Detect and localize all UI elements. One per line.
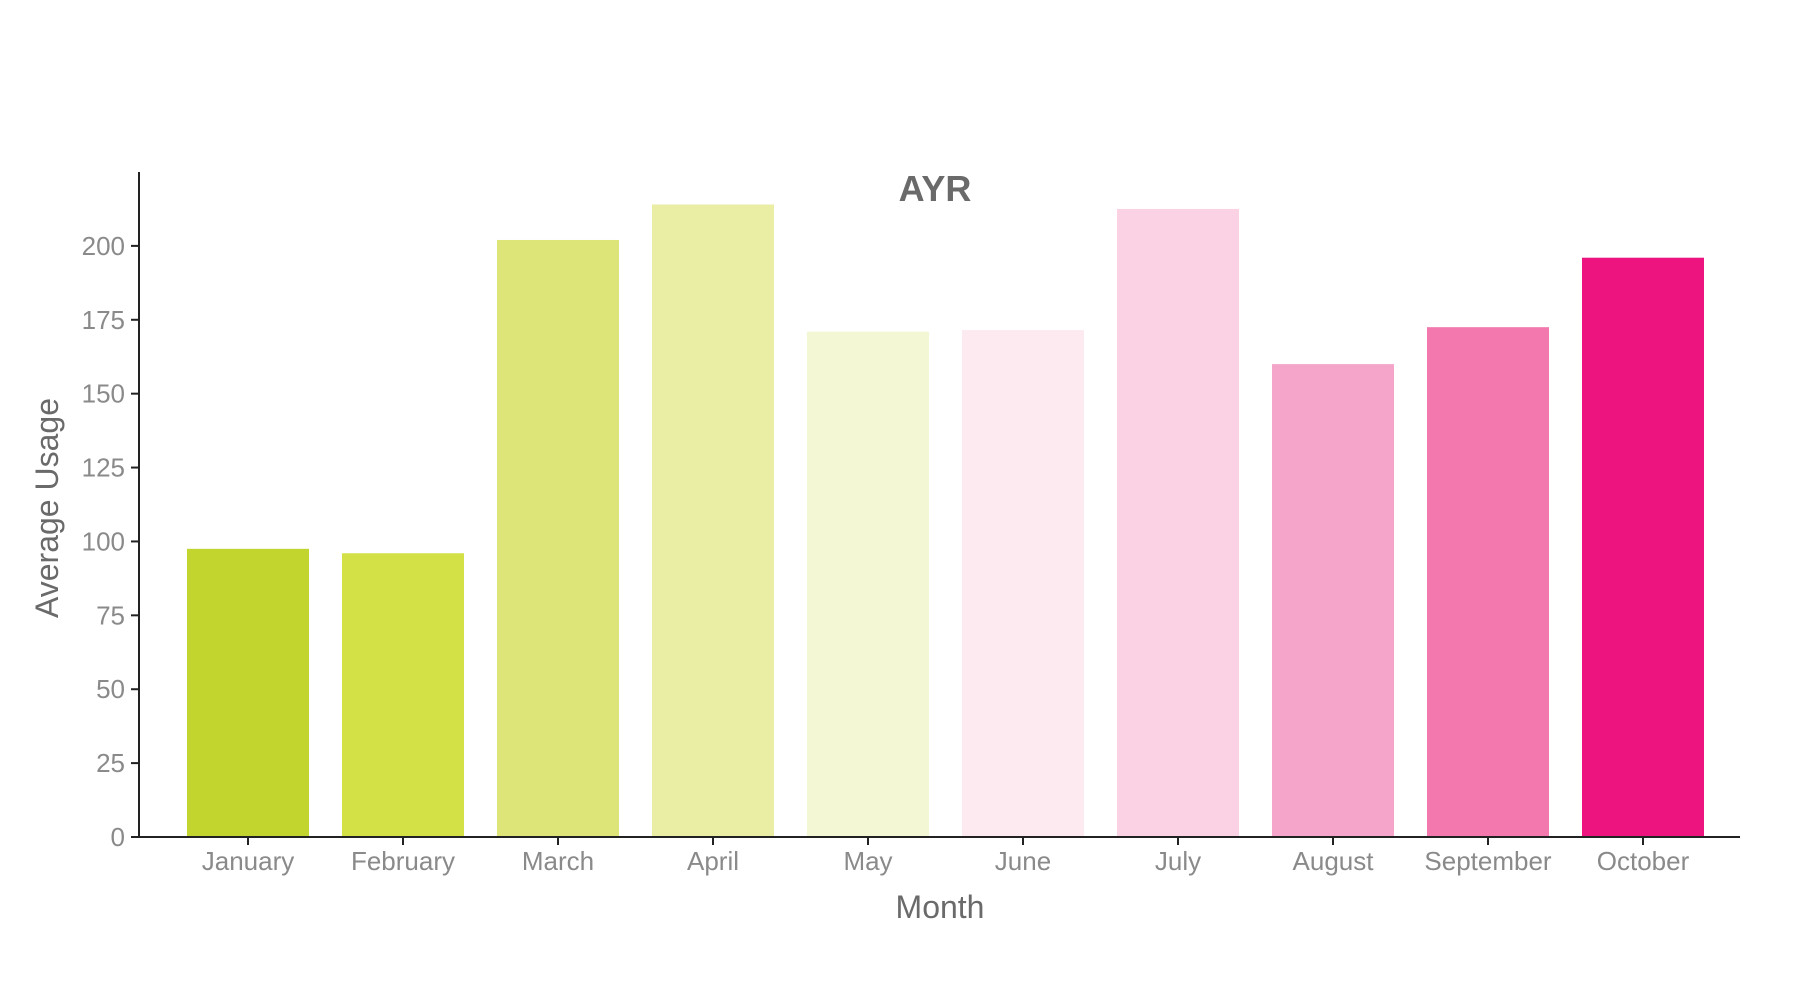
y-tick-label: 125 [82,453,125,483]
y-axis-title: Average Usage [29,398,65,618]
bar-april [652,204,774,837]
y-axis-ticks: 0 25 50 75 100 125 150 175 200 [82,231,139,852]
bar-february [342,553,464,837]
x-tick-label: October [1597,846,1690,876]
y-tick-label: 100 [82,526,125,556]
y-tick-label: 50 [96,674,125,704]
y-tick-label: 75 [96,600,125,630]
chart-title: AYR [899,168,972,209]
y-tick-label: 200 [82,231,125,261]
x-tick-label: July [1155,846,1201,876]
bar-october [1582,257,1704,837]
x-tick-label: September [1424,846,1552,876]
y-tick-label: 0 [111,822,125,852]
x-tick-label: August [1293,846,1375,876]
x-tick-label: April [687,846,739,876]
y-tick-label: 175 [82,305,125,335]
x-tick-label: February [351,846,455,876]
y-tick-label: 25 [96,748,125,778]
bars-layer [187,204,1704,837]
x-axis-title: Month [896,889,985,925]
bar-july [1117,208,1239,837]
x-tick-label: January [202,846,295,876]
bar-march [497,239,619,837]
x-tick-label: March [522,846,594,876]
bar-september [1427,327,1549,837]
bar-august [1272,364,1394,837]
x-tick-label: June [995,846,1051,876]
bar-may [807,331,929,837]
y-tick-label: 150 [82,379,125,409]
bar-june [962,330,1084,837]
x-axis-ticks: January February March April May June July Augu… [202,837,1690,876]
x-tick-label: May [843,846,892,876]
bar-january [187,548,309,837]
